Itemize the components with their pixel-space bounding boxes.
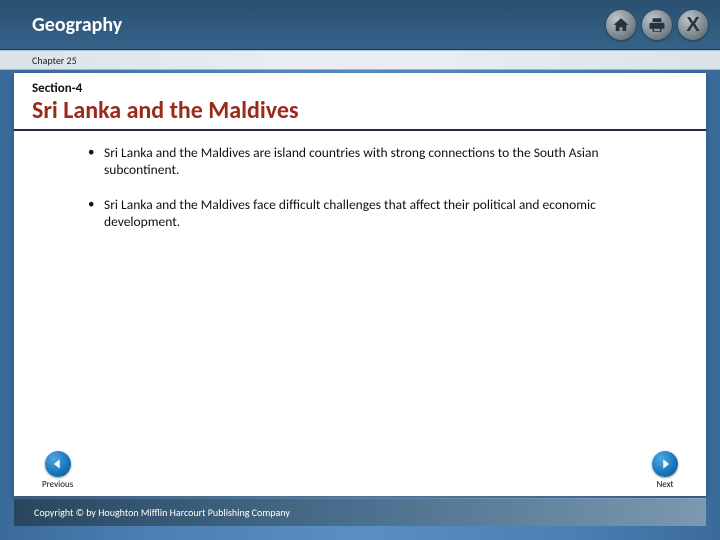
home-icon xyxy=(612,16,630,34)
list-item: Sri Lanka and the Maldives are island co… xyxy=(104,145,636,179)
chapter-label: Chapter 25 xyxy=(32,54,77,67)
previous-label: Previous xyxy=(42,479,73,490)
next-label: Next xyxy=(656,479,673,490)
next-button[interactable]: Next xyxy=(652,451,678,490)
footer-bar: Copyright © by Houghton Mifflin Harcourt… xyxy=(14,498,706,526)
close-icon: X xyxy=(686,15,699,35)
next-icon-circle xyxy=(652,451,678,477)
list-item: Sri Lanka and the Maldives face difficul… xyxy=(104,197,636,231)
arrow-left-icon xyxy=(51,457,65,471)
section-label: Section-4 xyxy=(14,73,706,96)
header-icons: X xyxy=(606,10,708,40)
previous-icon-circle xyxy=(45,451,71,477)
arrow-right-icon xyxy=(658,457,672,471)
content-card: Section-4 Sri Lanka and the Maldives Sri… xyxy=(14,73,706,496)
subject-title: Geography xyxy=(32,13,122,37)
page-title: Sri Lanka and the Maldives xyxy=(14,96,706,131)
print-button[interactable] xyxy=(642,10,672,40)
home-button[interactable] xyxy=(606,10,636,40)
previous-button[interactable]: Previous xyxy=(42,451,73,490)
bullet-list: Sri Lanka and the Maldives are island co… xyxy=(14,145,706,231)
slide: Geography X Chapter 25 Section-4 Sri Lan… xyxy=(0,0,720,540)
header-bar: Geography X xyxy=(0,0,720,50)
copyright-text: Copyright © by Houghton Mifflin Harcourt… xyxy=(34,506,290,519)
chapter-band: Chapter 25 xyxy=(0,50,720,70)
print-icon xyxy=(648,16,666,34)
close-button[interactable]: X xyxy=(678,10,708,40)
